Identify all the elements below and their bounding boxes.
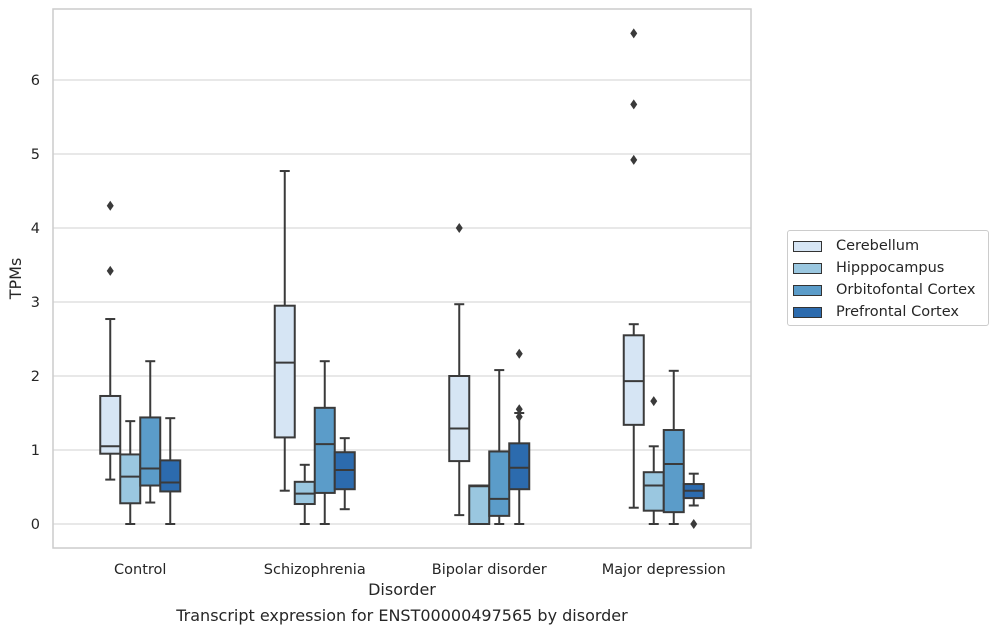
box bbox=[313, 406, 336, 494]
outlier-point bbox=[690, 519, 698, 529]
outlier-point bbox=[515, 348, 523, 359]
legend-item-hippocampus: Hipppocampus bbox=[793, 258, 944, 278]
legend-label: Prefrontal Cortex bbox=[836, 304, 959, 320]
box bbox=[622, 334, 645, 426]
box bbox=[662, 429, 685, 514]
outlier-point bbox=[515, 411, 523, 422]
x-axis-label: Disorder bbox=[368, 580, 436, 599]
legend-swatch-orbitofrontal bbox=[793, 284, 822, 296]
box bbox=[139, 416, 162, 487]
y-tick-label: 4 bbox=[31, 221, 40, 237]
legend-item-prefrontal: Prefrontal Cortex bbox=[793, 302, 959, 322]
box bbox=[468, 484, 491, 525]
outlier-point bbox=[515, 404, 523, 415]
box bbox=[159, 459, 182, 493]
box bbox=[273, 304, 296, 439]
outlier-point bbox=[630, 99, 638, 110]
y-tick-label: 2 bbox=[31, 369, 40, 385]
y-axis-label: TPMs bbox=[6, 258, 25, 301]
legend: Cerebellum Hipppocampus Orbitofontal Cor… bbox=[787, 230, 989, 326]
y-tick-label: 1 bbox=[31, 443, 40, 459]
x-tick-label: Major depression bbox=[602, 562, 726, 578]
y-tick-label: 3 bbox=[31, 295, 40, 311]
box bbox=[448, 375, 471, 463]
legend-swatch-prefrontal bbox=[793, 306, 822, 318]
y-tick-label: 0 bbox=[31, 517, 40, 533]
legend-swatch-hippocampus bbox=[793, 262, 822, 274]
outlier-point bbox=[106, 200, 114, 211]
outlier-point bbox=[106, 265, 114, 276]
outlier-point bbox=[630, 154, 638, 165]
x-tick-label: Bipolar disorder bbox=[432, 562, 547, 578]
x-tick-label: Control bbox=[114, 562, 166, 578]
box bbox=[488, 450, 511, 517]
legend-label: Cerebellum bbox=[836, 238, 920, 254]
outlier-point bbox=[630, 28, 638, 39]
box bbox=[642, 471, 665, 512]
box bbox=[99, 394, 122, 455]
y-tick-label: 5 bbox=[31, 147, 40, 163]
box bbox=[508, 442, 531, 491]
box bbox=[119, 453, 142, 505]
legend-swatch-cerebellum bbox=[793, 240, 822, 252]
x-tick-label: Schizophrenia bbox=[264, 562, 366, 578]
plot-frame bbox=[52, 8, 752, 549]
legend-label: Orbitofontal Cortex bbox=[836, 282, 976, 298]
figure-caption: Transcript expression for ENST0000049756… bbox=[176, 606, 628, 625]
outlier-point bbox=[650, 396, 658, 407]
legend-item-cerebellum: Cerebellum bbox=[793, 236, 919, 256]
legend-label: Hipppocampus bbox=[836, 260, 945, 276]
legend-item-orbitofrontal: Orbitofontal Cortex bbox=[793, 280, 975, 300]
y-tick-label: 6 bbox=[31, 73, 40, 89]
outlier-point bbox=[455, 223, 463, 233]
